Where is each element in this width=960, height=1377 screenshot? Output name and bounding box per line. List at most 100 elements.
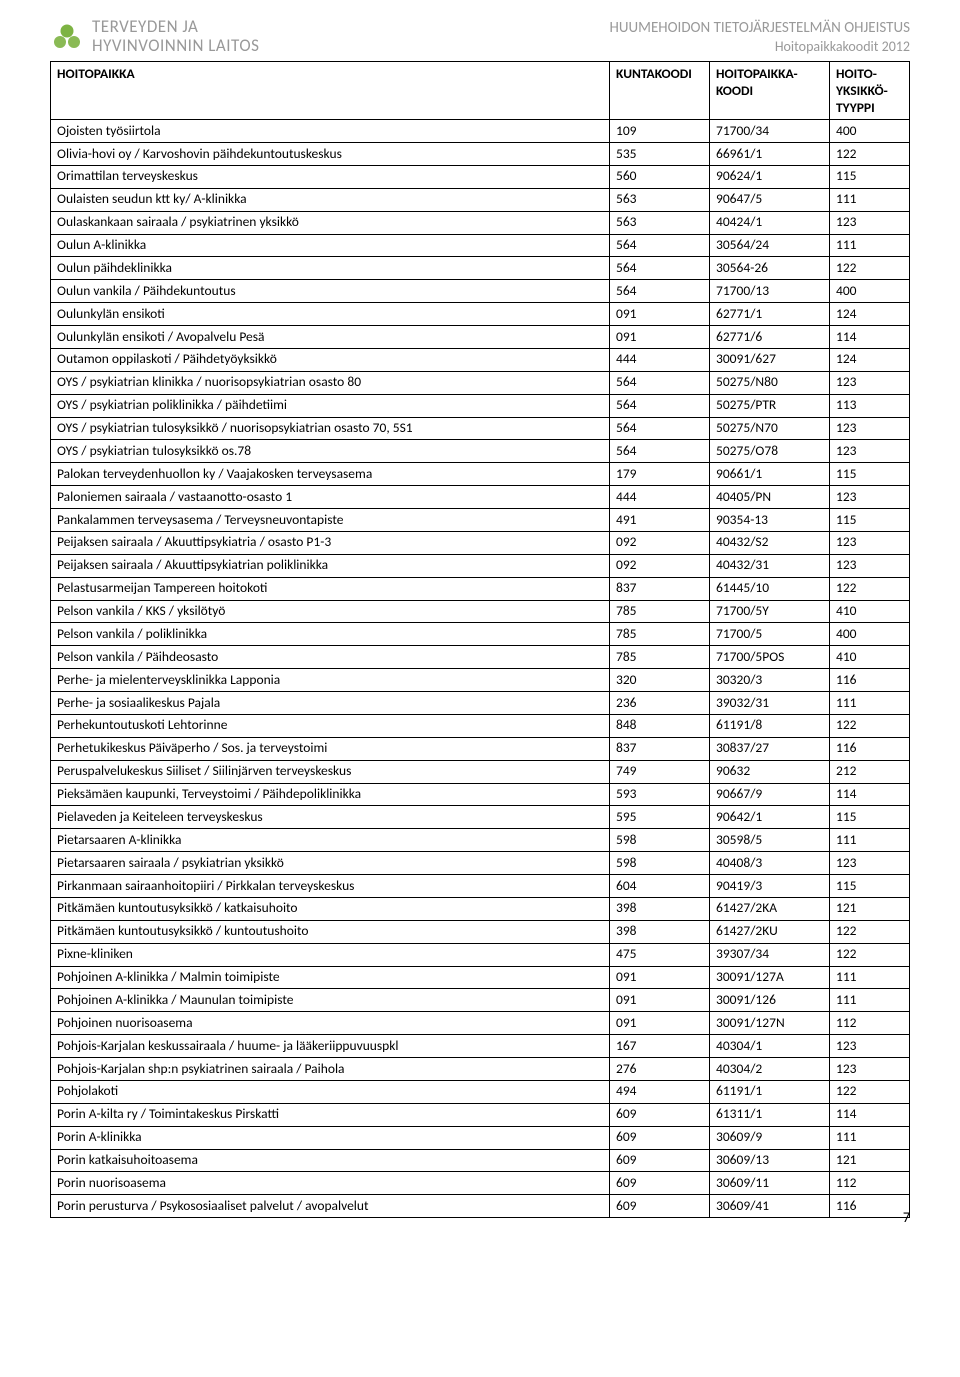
table-row: Pixne-kliniken47539307/34122: [51, 943, 910, 966]
table-cell: 212: [830, 760, 910, 783]
table-cell: 491: [610, 509, 710, 532]
table-cell: 400: [830, 120, 910, 143]
table-row: Pelson vankila / KKS / yksilötyö78571700…: [51, 600, 910, 623]
table-cell: 50275/PTR: [710, 394, 830, 417]
table-cell: 62771/1: [710, 303, 830, 326]
table-cell: 114: [830, 783, 910, 806]
table-cell: 123: [830, 1035, 910, 1058]
table-cell: 091: [610, 326, 710, 349]
table-cell: 092: [610, 554, 710, 577]
table-row: Oulunkylän ensikoti09162771/1124: [51, 303, 910, 326]
table-cell: Pirkanmaan sairaanhoitopiiri / Pirkkalan…: [51, 875, 610, 898]
table-row: Pohjoinen A-klinikka / Malmin toimipiste…: [51, 966, 910, 989]
table-cell: Pietarsaaren sairaala / psykiatrian yksi…: [51, 852, 610, 875]
table-cell: Pieksämäen kaupunki, Terveystoimi / Päih…: [51, 783, 610, 806]
table-cell: 122: [830, 577, 910, 600]
table-cell: 410: [830, 646, 910, 669]
table-cell: 122: [830, 143, 910, 166]
codes-table: HOITOPAIKKA KUNTAKOODI HOITOPAIKKA-KOODI…: [50, 61, 910, 1218]
table-cell: Peijaksen sairaala / Akuuttipsykiatria /…: [51, 531, 610, 554]
table-cell: 111: [830, 692, 910, 715]
table-cell: Oulun päihdeklinikka: [51, 257, 610, 280]
table-cell: 320: [610, 669, 710, 692]
table-cell: Pohjoinen A-klinikka / Maunulan toimipis…: [51, 989, 610, 1012]
table-cell: 535: [610, 143, 710, 166]
table-row: Oulun päihdeklinikka56430564-26122: [51, 257, 910, 280]
table-cell: Pelson vankila / poliklinikka: [51, 623, 610, 646]
table-cell: 112: [830, 1012, 910, 1035]
table-cell: 609: [610, 1172, 710, 1195]
table-cell: 785: [610, 623, 710, 646]
table-cell: 091: [610, 1012, 710, 1035]
table-cell: 123: [830, 371, 910, 394]
table-body: Ojoisten työsiirtola10971700/34400Olivia…: [51, 120, 910, 1218]
table-cell: 475: [610, 943, 710, 966]
table-row: Oulun A-klinikka56430564/24111: [51, 234, 910, 257]
table-row: Pielaveden ja Keiteleen terveyskeskus595…: [51, 806, 910, 829]
table-row: Pieksämäen kaupunki, Terveystoimi / Päih…: [51, 783, 910, 806]
table-cell: Perhetukikeskus Päiväperho / Sos. ja ter…: [51, 737, 610, 760]
table-cell: 90647/5: [710, 188, 830, 211]
table-cell: 61191/1: [710, 1080, 830, 1103]
table-row: Pohjoinen A-klinikka / Maunulan toimipis…: [51, 989, 910, 1012]
table-cell: 123: [830, 486, 910, 509]
table-cell: 121: [830, 1149, 910, 1172]
table-cell: 111: [830, 829, 910, 852]
table-cell: Perhe- ja mielenterveysklinikka Lapponia: [51, 669, 610, 692]
table-cell: 837: [610, 577, 710, 600]
table-row: Oulaskankaan sairaala / psykiatrinen yks…: [51, 211, 910, 234]
table-cell: 40432/S2: [710, 531, 830, 554]
table-row: Peruspalvelukeskus Siiliset / Siilinjärv…: [51, 760, 910, 783]
table-cell: 90624/1: [710, 165, 830, 188]
table-row: Orimattilan terveyskeskus56090624/1115: [51, 165, 910, 188]
table-cell: 30609/11: [710, 1172, 830, 1195]
table-cell: OYS / psykiatrian tulosyksikkö os.78: [51, 440, 610, 463]
table-cell: 123: [830, 852, 910, 875]
table-cell: 115: [830, 463, 910, 486]
table-cell: 123: [830, 1058, 910, 1081]
table-cell: 30564-26: [710, 257, 830, 280]
table-cell: OYS / psykiatrian klinikka / nuorisopsyk…: [51, 371, 610, 394]
table-cell: Orimattilan terveyskeskus: [51, 165, 610, 188]
table-row: Porin katkaisuhoitoasema60930609/13121: [51, 1149, 910, 1172]
table-cell: 122: [830, 714, 910, 737]
table-cell: 444: [610, 348, 710, 371]
table-cell: 90354-13: [710, 509, 830, 532]
table-cell: 61445/10: [710, 577, 830, 600]
table-cell: 560: [610, 165, 710, 188]
table-cell: Peijaksen sairaala / Akuuttipsykiatrian …: [51, 554, 610, 577]
page-header: TERVEYDEN JA HYVINVOINNIN LAITOS HUUMEHO…: [50, 18, 910, 57]
table-row: Palokan terveydenhuollon ky / Vaajakoske…: [51, 463, 910, 486]
table-cell: Porin katkaisuhoitoasema: [51, 1149, 610, 1172]
table-cell: 564: [610, 417, 710, 440]
table-cell: 40424/1: [710, 211, 830, 234]
table-cell: Ojoisten työsiirtola: [51, 120, 610, 143]
table-cell: 785: [610, 600, 710, 623]
table-cell: 30091/627: [710, 348, 830, 371]
table-cell: 114: [830, 1103, 910, 1126]
table-cell: 276: [610, 1058, 710, 1081]
table-cell: Pelson vankila / KKS / yksilötyö: [51, 600, 610, 623]
table-cell: 564: [610, 371, 710, 394]
table-cell: 40432/31: [710, 554, 830, 577]
table-cell: 61427/2KA: [710, 897, 830, 920]
table-cell: 564: [610, 257, 710, 280]
table-cell: 595: [610, 806, 710, 829]
table-row: Outamon oppilaskoti / Päihdetyöyksikkö44…: [51, 348, 910, 371]
table-cell: 115: [830, 875, 910, 898]
table-row: Pelson vankila / poliklinikka78571700/54…: [51, 623, 910, 646]
table-cell: 61191/8: [710, 714, 830, 737]
table-cell: 123: [830, 417, 910, 440]
table-row: Pitkämäen kuntoutusyksikkö / katkaisuhoi…: [51, 897, 910, 920]
table-cell: 123: [830, 554, 910, 577]
table-cell: 90632: [710, 760, 830, 783]
table-cell: Porin A-klinikka: [51, 1126, 610, 1149]
table-cell: Outamon oppilaskoti / Päihdetyöyksikkö: [51, 348, 610, 371]
table-cell: 167: [610, 1035, 710, 1058]
table-cell: Pitkämäen kuntoutusyksikkö / kuntoutusho…: [51, 920, 610, 943]
table-row: Pelson vankila / Päihdeosasto78571700/5P…: [51, 646, 910, 669]
table-cell: Pelson vankila / Päihdeosasto: [51, 646, 610, 669]
table-cell: Pohjois-Karjalan shp:n psykiatrinen sair…: [51, 1058, 610, 1081]
table-row: OYS / psykiatrian poliklinikka / päihdet…: [51, 394, 910, 417]
table-row: Porin nuorisoasema60930609/11112: [51, 1172, 910, 1195]
